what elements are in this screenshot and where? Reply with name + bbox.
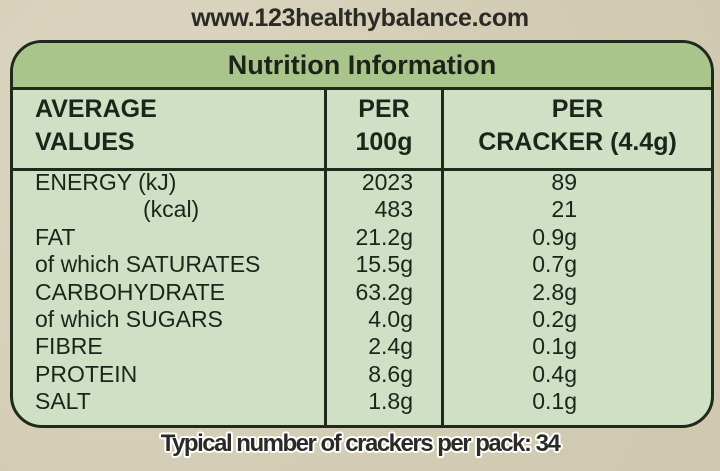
header-line: VALUES xyxy=(35,128,135,156)
value-per-100g: 2.4g xyxy=(368,333,413,360)
nutrient-name: PROTEIN xyxy=(35,360,138,387)
header-line: AVERAGE xyxy=(35,95,157,123)
header-line: 100g xyxy=(355,128,413,156)
value-per-cracker: 0.9g xyxy=(532,223,577,250)
header-divider xyxy=(13,168,711,171)
header-line: PER xyxy=(358,95,410,123)
value-per-cracker: 0.4g xyxy=(532,360,577,387)
table-row: CARBOHYDRATE 63.2g 2.8g xyxy=(13,279,711,306)
table-row: of which SUGARS 4.0g 0.2g xyxy=(13,306,711,333)
header-per-cracker: PER CRACKER (4.4g) xyxy=(444,93,711,159)
column-divider xyxy=(324,90,327,425)
nutrient-name: ENERGY (kJ) xyxy=(35,169,177,195)
value-per-100g: 2023 xyxy=(361,169,413,195)
value-per-100g: 8.6g xyxy=(368,360,413,387)
value-per-cracker: 89 xyxy=(551,169,577,195)
nutrient-name: SALT xyxy=(35,388,91,415)
table-row: FIBRE 2.4g 0.1g xyxy=(13,333,711,360)
value-per-cracker: 21 xyxy=(551,196,577,223)
value-per-cracker: 0.2g xyxy=(532,306,577,332)
nutrient-name: (kcal) xyxy=(143,196,200,223)
value-per-cracker: 0.7g xyxy=(532,251,577,278)
table-row: FAT 21.2g 0.9g xyxy=(13,224,711,251)
website-url: www.123healthybalance.com xyxy=(191,4,529,32)
nutrient-name: FIBRE xyxy=(35,333,103,360)
header-line: CRACKER (4.4g) xyxy=(478,128,677,156)
value-per-cracker: 2.8g xyxy=(532,278,577,305)
header-average-values: AVERAGE VALUES xyxy=(35,93,157,159)
crackers-per-pack: Typical number of crackers per pack: 34 xyxy=(160,430,561,457)
column-divider xyxy=(441,90,444,425)
value-per-100g: 63.2g xyxy=(355,278,413,305)
table-row: (kcal) 483 21 xyxy=(13,196,711,223)
table-row: ENERGY (kJ) 2023 89 xyxy=(13,169,711,196)
value-per-cracker: 0.1g xyxy=(532,388,577,415)
table-row: SALT 1.8g 0.1g xyxy=(13,388,711,415)
value-per-cracker: 0.1g xyxy=(532,333,577,360)
value-per-100g: 4.0g xyxy=(368,306,413,332)
title-band: Nutrition Information xyxy=(13,43,711,90)
table-row: of which SATURATES 15.5g 0.7g xyxy=(13,251,711,278)
nutrient-name: of which SATURATES xyxy=(35,251,261,278)
value-per-100g: 483 xyxy=(374,196,413,223)
nutrition-table: Nutrition Information AVERAGE VALUES PER… xyxy=(10,40,714,428)
value-per-100g: 1.8g xyxy=(368,388,413,415)
header-line: PER xyxy=(551,95,604,123)
nutrient-name: CARBOHYDRATE xyxy=(35,278,225,305)
table-row: PROTEIN 8.6g 0.4g xyxy=(13,361,711,388)
nutrient-name: FAT xyxy=(35,223,76,250)
header-per-100g: PER 100g xyxy=(327,93,441,159)
value-per-100g: 21.2g xyxy=(355,223,413,250)
value-per-100g: 15.5g xyxy=(355,251,413,278)
nutrient-name: of which SUGARS xyxy=(35,306,223,332)
table-title: Nutrition Information xyxy=(227,50,497,80)
